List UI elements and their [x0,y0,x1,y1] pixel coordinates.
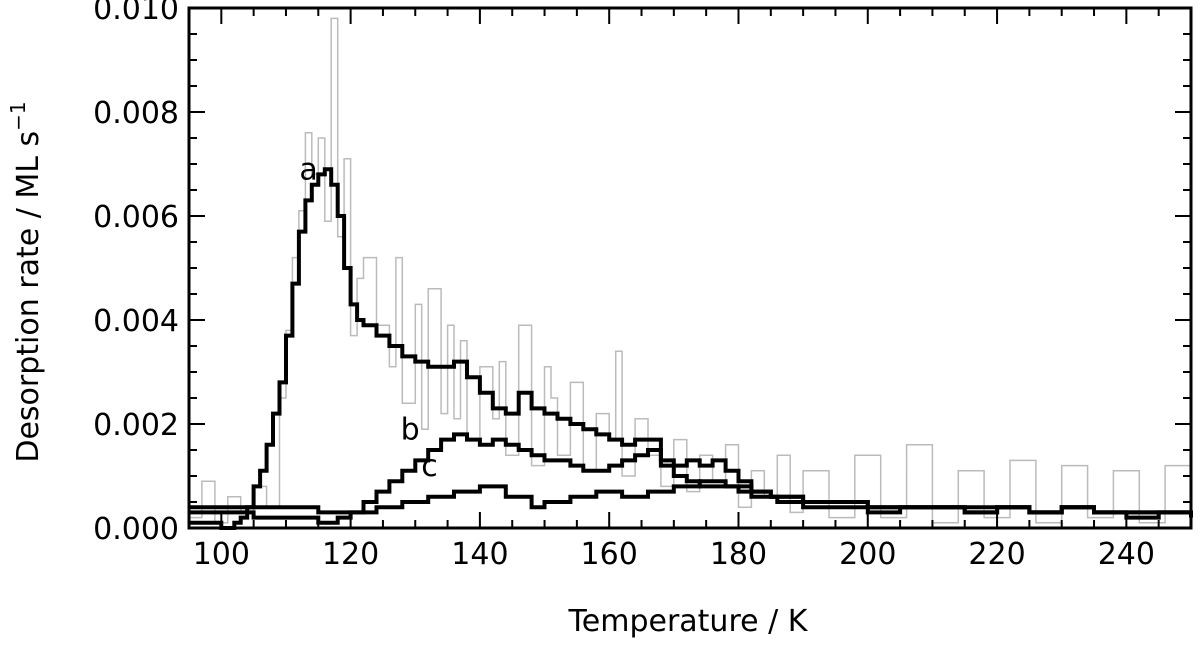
series-a-line [189,167,1191,530]
series-b-line [189,432,1191,525]
y-tick-label: 0.000 [93,512,179,547]
y-tick-label: 0.010 [93,0,179,27]
y-tick-label: 0.004 [93,304,179,339]
series-c-line [189,479,1193,520]
raw-data-trace [189,17,1192,524]
x-tick-label: 240 [1098,537,1155,572]
y-axis-title-unit-exponent: −1 [6,101,30,130]
x-tick-label: 180 [710,537,767,572]
x-tick-label: 100 [193,537,250,572]
y-tick-label: 0.008 [93,96,179,131]
curve-label-b: b [401,413,420,448]
x-tick-label: 220 [968,537,1025,572]
x-axis-title: Temperature / K [568,604,809,639]
curve-label-c: c [421,449,438,484]
x-tick-label: 160 [581,537,638,572]
curve-label-a: a [299,153,317,188]
y-axis-title: Desorption rate / ML s−1 [6,101,46,462]
plot-frame [187,6,1193,530]
y-tick-label: 0.002 [93,408,179,443]
y-axis-title-text: Desorption rate / ML s [11,131,46,463]
x-tick-label: 200 [839,537,896,572]
x-tick-label: 140 [451,537,508,572]
y-tick-label: 0.006 [93,200,179,235]
x-tick-label: 120 [322,537,379,572]
